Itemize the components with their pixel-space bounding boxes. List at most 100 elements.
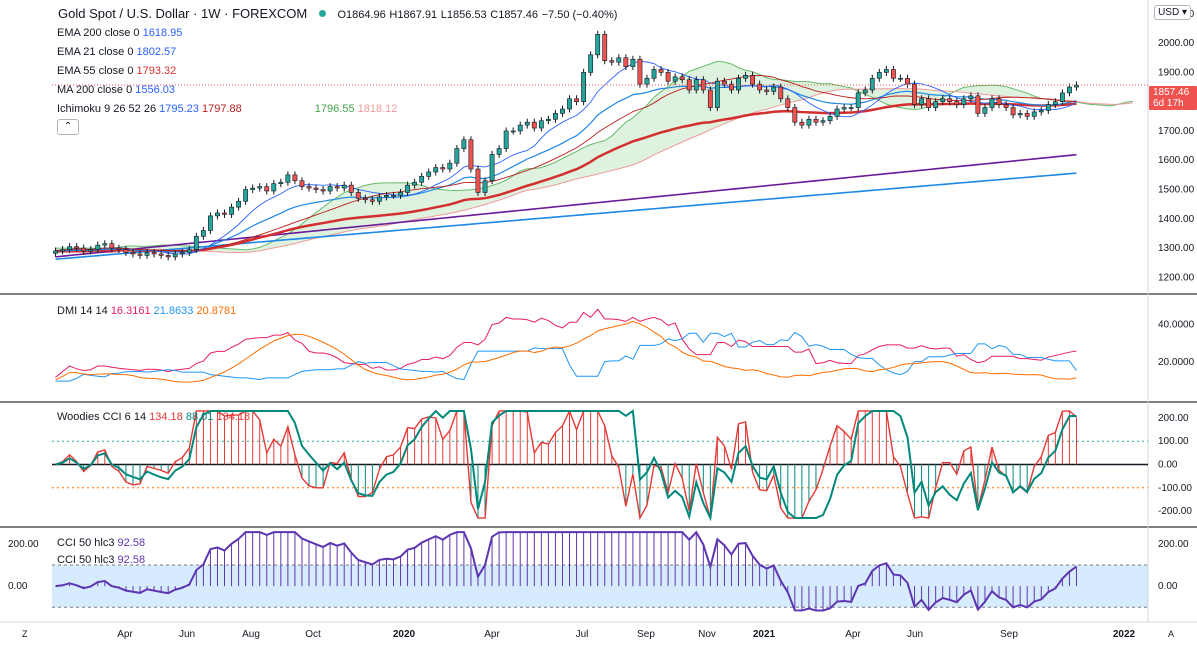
candle-body — [320, 189, 326, 192]
candle-body — [757, 83, 763, 91]
candle-body — [468, 139, 474, 170]
collapse-legend-button[interactable]: ⌃ — [57, 119, 79, 135]
candle-body — [130, 252, 136, 255]
zoom-icon[interactable]: Z — [22, 629, 28, 639]
candle-body — [595, 34, 601, 56]
dmi-legend[interactable]: DMI 14 14 16.3161 21.8633 20.8781 — [57, 304, 236, 318]
candle-body — [454, 148, 460, 164]
price-tick-label: 1600.00 — [1158, 155, 1195, 166]
time-tick-label: Nov — [698, 629, 716, 640]
dmi-tick-label: 20.0000 — [1158, 357, 1195, 368]
cci-tick-label: 0.00 — [1158, 581, 1178, 592]
currency-selector[interactable]: USD ▾ — [1154, 5, 1191, 20]
candle-body — [109, 243, 115, 249]
chart-header: Gold Spot / U.S. Dollar · 1W · FOREXCOM … — [58, 7, 617, 22]
candle-body — [616, 57, 622, 63]
woodies-legend[interactable]: Woodies CCI 6 14 134.18 88.01 134.18 — [57, 410, 250, 424]
candle-body — [905, 77, 910, 85]
candle-body — [510, 130, 516, 133]
candle-body — [137, 253, 143, 256]
indicator-ichimoku[interactable]: Ichimoku 9 26 52 26 1795.23 1797.88 1796… — [57, 102, 397, 116]
time-tick-label: Apr — [117, 629, 133, 640]
candle-body — [517, 124, 523, 132]
candle-body — [799, 121, 805, 126]
candle-body — [581, 72, 587, 102]
indicator-ma200[interactable]: MA 200 close 0 1556.03 — [57, 83, 175, 97]
indicator-name: CCI 50 hlc3 — [57, 537, 115, 549]
time-tick-label: 2022 — [1113, 629, 1136, 640]
time-axis[interactable]: Apr Jun Aug Oct 2020 Apr Jul Sep Nov 2021 Apr Jun Se… — [117, 629, 1135, 640]
candle-body — [1074, 84, 1079, 88]
ema-55-line — [55, 102, 1077, 253]
ichimoku-base-value: 1797.88 — [201, 103, 242, 115]
dmi-plus-value: 16.3161 — [110, 305, 151, 317]
candle-body — [912, 83, 917, 105]
indicator-ema21[interactable]: EMA 21 close 0 1802.57 — [57, 45, 176, 59]
candle-body — [588, 54, 594, 73]
candle-body — [848, 107, 854, 109]
candle-body — [123, 249, 129, 253]
candle-body — [250, 187, 256, 190]
candle-body — [215, 212, 220, 217]
candle-body — [855, 92, 861, 108]
ichimoku-cloud — [55, 60, 1133, 253]
candle-body — [116, 247, 122, 250]
symbol-title[interactable]: Gold Spot / U.S. Dollar · 1W · FOREXCOM — [58, 6, 308, 21]
candle-body — [341, 184, 347, 189]
candle-body — [461, 139, 467, 149]
indicator-value: 1618.95 — [142, 27, 183, 39]
candle-body — [1003, 104, 1009, 108]
candle-body — [165, 255, 171, 258]
cci-value: 92.58 — [117, 554, 146, 566]
adx-value: 20.8781 — [196, 305, 237, 317]
woodies-hist-value: 134.18 — [216, 411, 251, 423]
candle-body — [961, 98, 967, 105]
cci-value: 92.58 — [117, 537, 146, 549]
candle-body — [475, 168, 481, 193]
woodies-turbo-line — [55, 409, 1077, 522]
candle-body — [553, 113, 558, 120]
candle-body — [743, 75, 748, 79]
time-tick-label: Apr — [845, 629, 861, 640]
indicator-name: MA 200 close 0 — [57, 84, 133, 96]
candle-body — [883, 69, 889, 73]
price-tick-label: 1500.00 — [1158, 185, 1195, 196]
cci-legend-1[interactable]: CCI 50 hlc3 92.58 — [57, 536, 145, 550]
price-axis[interactable]: 2100.002000.001900.001800.001700.001600.… — [1158, 9, 1195, 284]
indicator-ema55[interactable]: EMA 55 close 0 1793.32 — [57, 64, 176, 78]
candle-body — [729, 83, 734, 91]
candle-body — [1038, 110, 1044, 113]
candle-body — [313, 187, 319, 190]
woodies-tick-label: 100.00 — [1158, 436, 1189, 447]
candle-body — [792, 107, 798, 123]
price-tick-label: 2000.00 — [1158, 38, 1195, 49]
candle-body — [574, 98, 579, 102]
price-tick-label: 1900.00 — [1158, 67, 1195, 78]
candle-body — [1059, 92, 1065, 102]
ichimoku-span-a-line — [55, 60, 1133, 251]
currency-label: USD — [1158, 7, 1180, 18]
candle-body — [750, 75, 756, 85]
candle-body — [996, 98, 1002, 105]
candle-body — [806, 118, 812, 126]
cci-legend-2[interactable]: CCI 50 hlc3 92.58 — [57, 553, 145, 567]
ichimoku-conversion-value: 1795.23 — [159, 103, 199, 115]
indicator-ema200[interactable]: EMA 200 close 0 1618.95 — [57, 26, 182, 40]
cci-tick-label: 200.00 — [1158, 539, 1189, 550]
indicator-value: 1556.03 — [135, 84, 176, 96]
time-tick-label: Apr — [484, 629, 500, 640]
auto-scale-button[interactable]: A — [1168, 629, 1174, 639]
candle-body — [74, 246, 80, 249]
candle-body — [102, 243, 108, 246]
candle-body — [419, 176, 425, 183]
ohlc-low: L1856.53 — [440, 9, 487, 21]
candle-body — [489, 154, 495, 182]
ichimoku-span-a-value: 1796.55 — [314, 103, 355, 115]
candle-body — [179, 252, 185, 255]
candle-body — [95, 244, 101, 250]
candle-body — [88, 249, 94, 252]
candle-body — [384, 195, 389, 198]
candle-body — [292, 174, 298, 182]
indicator-name: DMI 14 14 — [57, 305, 108, 317]
